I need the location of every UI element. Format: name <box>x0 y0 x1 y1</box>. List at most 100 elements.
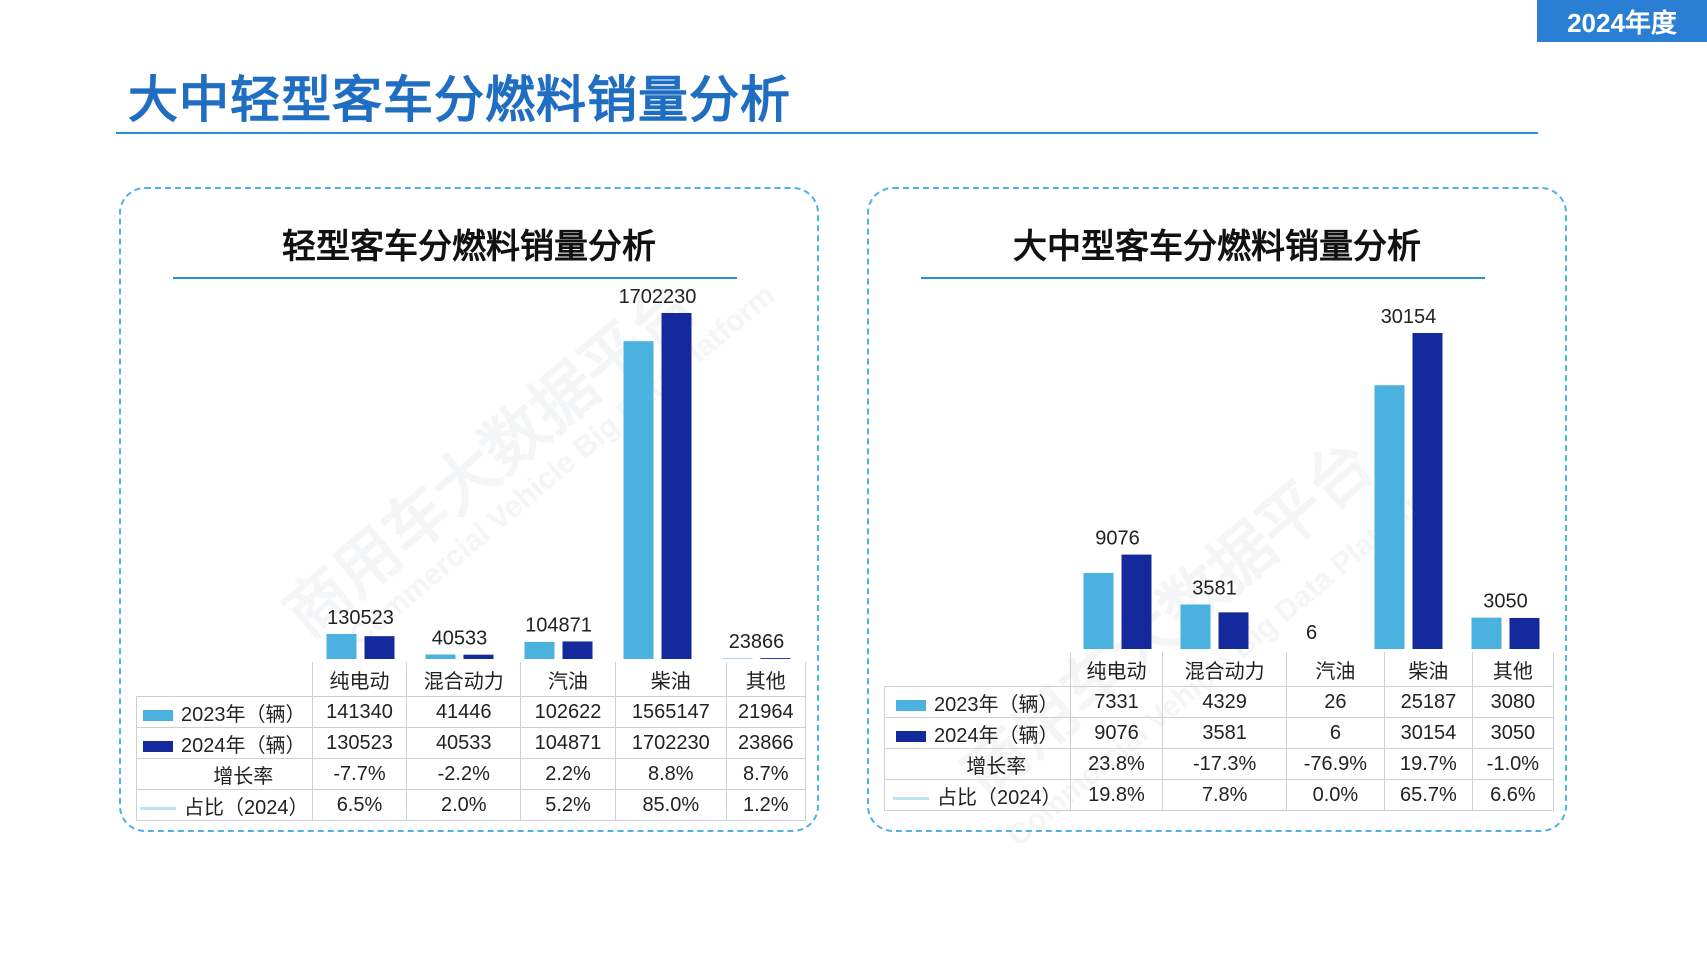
table-cell: 3080 <box>1471 686 1555 718</box>
category-header-0: 纯电动 <box>1069 652 1164 687</box>
category-header-3: 柴油 <box>615 662 727 697</box>
table-cell: 23.8% <box>1069 748 1164 780</box>
table-cell: 2.0% <box>406 789 522 821</box>
category-header-2: 汽油 <box>520 662 617 697</box>
table-cell: 2.2% <box>520 758 617 790</box>
bar-2023-3 <box>623 341 654 659</box>
bar-2024-3 <box>1412 333 1443 649</box>
row-label-text: 2024年（辆） <box>934 724 1059 747</box>
legend-key-2023 <box>896 699 926 711</box>
table-row: 占比（2024） 6.5% 2.0% 5.2% 85.0% 1.2% <box>136 789 807 821</box>
row-label: 增长率 <box>884 748 1071 780</box>
data-label-3: 30154 <box>1381 306 1437 328</box>
table-cell: 7.8% <box>1162 779 1287 811</box>
legend-key-2024 <box>143 740 173 752</box>
bar-2024-3 <box>661 313 692 659</box>
table-cell: -2.2% <box>406 758 522 790</box>
row-label: 2024年（辆） <box>136 727 313 759</box>
category-header-0: 纯电动 <box>311 662 408 697</box>
category-header-3: 柴油 <box>1383 652 1473 687</box>
table-cell: 130523 <box>311 727 408 759</box>
row-label-text: 2024年（辆） <box>181 734 306 757</box>
table-cell: 4329 <box>1162 686 1287 718</box>
title-divider <box>116 132 1538 134</box>
table-cell: 9076 <box>1069 717 1164 749</box>
legend-key-blank <box>175 772 205 783</box>
bar-2024-4 <box>1509 617 1540 649</box>
data-label-0: 9076 <box>1095 528 1140 550</box>
table-cell: 6 <box>1285 717 1385 749</box>
row-label-text: 2023年（辆） <box>181 703 306 726</box>
legend-key-2023 <box>143 709 173 721</box>
table-row: 2023年（辆） 7331 4329 26 25187 3080 <box>884 686 1555 718</box>
row-label: 2023年（辆） <box>884 686 1071 718</box>
chart-title-divider <box>921 277 1485 279</box>
legend-key-2024 <box>896 730 926 742</box>
table-cell: 40533 <box>406 727 522 759</box>
table-cell: 141340 <box>311 696 408 728</box>
table-cell: 3581 <box>1162 717 1287 749</box>
table-cell: 6.6% <box>1471 779 1555 811</box>
table-cell: 1565147 <box>615 696 727 728</box>
data-label-1: 40533 <box>432 627 488 649</box>
data-label-4: 3050 <box>1483 591 1528 613</box>
table-row: 占比（2024） 19.8% 7.8% 0.0% 65.7% 6.6% <box>884 779 1555 811</box>
row-label: 2023年（辆） <box>136 696 313 728</box>
legend-key-blank <box>928 762 958 773</box>
bar-2023-4 <box>722 658 753 659</box>
table-cell: 0.0% <box>1285 779 1385 811</box>
data-label-2: 6 <box>1306 622 1317 644</box>
row-label-text: 占比（2024） <box>184 796 309 819</box>
row-label-text: 2023年（辆） <box>934 693 1059 716</box>
row-label-text: 增长率 <box>213 765 274 788</box>
table-row: 增长率 -7.7% -2.2% 2.2% 8.8% 8.7% <box>136 758 807 790</box>
chart-title-light: 轻型客车分燃料销量分析 <box>282 228 656 266</box>
table-cell: 21964 <box>725 696 807 728</box>
row-label: 占比（2024） <box>884 779 1071 811</box>
bar-2024-0 <box>1121 554 1152 649</box>
table-cell: 25187 <box>1383 686 1473 718</box>
bar-2023-1 <box>425 654 456 659</box>
table-cell: 19.7% <box>1383 748 1473 780</box>
bar-2023-3 <box>1374 385 1405 649</box>
mid-large-bus-bar-chart: 9076 3581 6 30154 3050 <box>1083 306 1540 649</box>
table-cell: -1.0% <box>1471 748 1555 780</box>
category-header-1: 混合动力 <box>1162 652 1287 687</box>
year-badge: 2024年度 <box>1537 0 1707 42</box>
row-label: 占比（2024） <box>136 789 313 821</box>
chart-title-mid-large: 大中型客车分燃料销量分析 <box>1013 228 1421 266</box>
light-bus-bar-chart: 130523 40533 104871 1702230 23866 <box>326 286 791 659</box>
data-label-3: 1702230 <box>619 286 697 308</box>
bar-2024-1 <box>463 654 494 659</box>
table-cell: -7.7% <box>311 758 408 790</box>
table-cell: 5.2% <box>520 789 617 821</box>
bar-2024-1 <box>1218 612 1249 649</box>
table-row: 2023年（辆） 141340 41446 102622 1565147 21964 <box>136 696 807 728</box>
light-bus-data-table: 纯电动 混合动力 汽油 柴油 其他 2023年（辆） 141340 41446 102622 15… <box>136 662 807 821</box>
table-cell: 8.8% <box>615 758 727 790</box>
table-row: 2024年（辆） 130523 40533 104871 1702230 23866 <box>136 727 807 759</box>
table-row: 增长率 23.8% -17.3% -76.9% 19.7% -1.0% <box>884 748 1555 780</box>
table-cell: 6.5% <box>311 789 408 821</box>
table-cell: 30154 <box>1383 717 1473 749</box>
row-label-text: 占比（2024） <box>937 786 1062 809</box>
table-cell: 41446 <box>406 696 522 728</box>
data-label-0: 130523 <box>327 607 394 629</box>
row-label: 增长率 <box>136 758 313 790</box>
data-label-4: 23866 <box>729 631 785 653</box>
category-header-4: 其他 <box>725 662 807 697</box>
bar-2023-1 <box>1180 604 1211 649</box>
legend-key-share <box>140 806 176 810</box>
bar-2023-0 <box>1083 572 1114 649</box>
table-cell: 85.0% <box>615 789 727 821</box>
table-cell: 19.8% <box>1069 779 1164 811</box>
table-row: 2024年（辆） 9076 3581 6 30154 3050 <box>884 717 1555 749</box>
table-cell: 3050 <box>1471 717 1555 749</box>
page-title: 大中轻型客车分燃料销量分析 <box>128 72 791 128</box>
table-cell: 1702230 <box>615 727 727 759</box>
table-corner <box>137 662 313 697</box>
row-label: 2024年（辆） <box>884 717 1071 749</box>
chart-title-divider <box>173 277 737 279</box>
legend-key-share <box>893 796 929 800</box>
table-cell: 8.7% <box>725 758 807 790</box>
